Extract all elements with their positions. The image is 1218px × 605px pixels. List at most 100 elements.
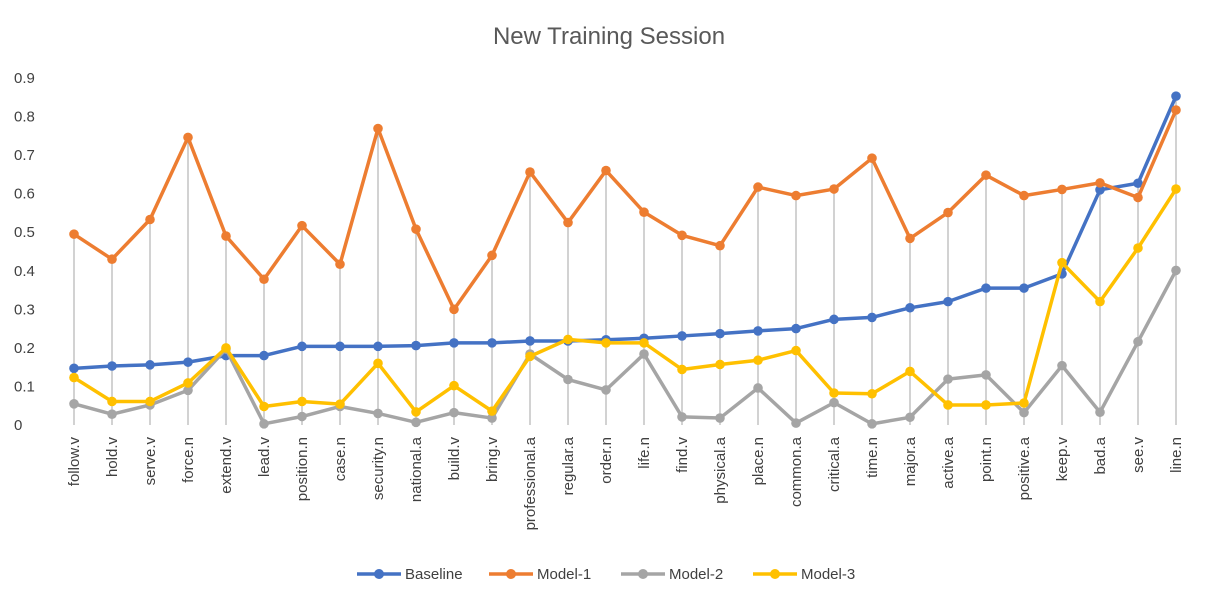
legend-label: Baseline xyxy=(405,566,463,583)
data-point xyxy=(183,385,193,396)
data-point xyxy=(297,411,307,422)
legend-item-model-1: Model-1 xyxy=(489,566,591,583)
data-point xyxy=(715,413,725,423)
x-tick-label: bring.v xyxy=(484,437,501,483)
data-point xyxy=(411,417,421,428)
data-point xyxy=(1133,336,1143,347)
x-tick-label: time.n xyxy=(864,437,881,478)
x-tick-label: case.n xyxy=(332,437,349,481)
x-tick-label: bad.a xyxy=(1092,436,1109,474)
x-tick-label: serve.v xyxy=(142,437,159,486)
chart-title: New Training Session xyxy=(493,23,725,50)
x-tick-label: see.v xyxy=(1130,437,1147,473)
legend-swatch-marker xyxy=(374,569,384,579)
data-point xyxy=(905,366,915,377)
data-point xyxy=(1019,190,1029,201)
x-tick-label: build.v xyxy=(446,437,463,481)
data-point xyxy=(981,283,991,293)
data-point xyxy=(449,304,459,315)
x-tick-label: common.a xyxy=(788,436,805,507)
data-point xyxy=(867,312,877,323)
data-point xyxy=(943,374,953,384)
data-point xyxy=(487,250,497,261)
data-point xyxy=(563,374,573,385)
y-tick-label: 0 xyxy=(14,417,22,434)
series-model-1 xyxy=(69,105,1181,315)
data-point xyxy=(829,184,839,194)
legend: Baseline Model-1 Model-2 Model-3 xyxy=(357,566,855,583)
data-point xyxy=(943,400,953,410)
data-point xyxy=(905,302,915,313)
x-tick-label: extend.v xyxy=(218,437,235,494)
data-point xyxy=(677,412,687,422)
x-tick-label: find.v xyxy=(674,437,691,473)
x-tick-label: order.n xyxy=(598,437,615,484)
data-point xyxy=(601,165,611,176)
data-point xyxy=(1171,91,1181,101)
data-point xyxy=(753,355,763,366)
x-tick-label: major.a xyxy=(902,436,919,486)
data-point xyxy=(601,338,611,348)
x-tick-label: security.n xyxy=(370,437,387,500)
data-point xyxy=(563,217,573,228)
x-tick-label: keep.v xyxy=(1054,437,1071,482)
data-point xyxy=(791,190,801,201)
data-point xyxy=(449,338,459,348)
data-point xyxy=(183,378,193,388)
legend-label: Model-1 xyxy=(537,566,591,583)
data-point xyxy=(677,230,687,241)
data-point xyxy=(145,214,155,225)
legend-swatch-marker xyxy=(506,569,516,579)
data-point xyxy=(297,341,307,352)
data-point xyxy=(449,380,459,391)
data-point xyxy=(791,323,801,334)
series-line xyxy=(73,269,1178,426)
x-tick-label: point.n xyxy=(978,437,995,482)
x-tick-label: physical.a xyxy=(712,436,729,503)
drop-lines xyxy=(73,96,1177,425)
series-model-3 xyxy=(69,184,1181,417)
data-point xyxy=(411,224,421,234)
data-point xyxy=(69,398,79,409)
data-point xyxy=(601,385,611,395)
x-tick-label: critical.a xyxy=(826,436,843,492)
x-tick-label: line.n xyxy=(1168,437,1185,473)
data-point xyxy=(639,338,649,348)
data-point xyxy=(107,254,117,265)
data-point xyxy=(259,401,269,412)
x-tick-label: regular.a xyxy=(560,436,577,495)
data-point xyxy=(1133,192,1143,203)
data-point xyxy=(1133,243,1143,253)
legend-swatch-marker xyxy=(770,569,780,579)
data-point xyxy=(753,326,763,336)
data-point xyxy=(335,259,345,270)
x-tick-label: place.n xyxy=(750,437,767,485)
data-point xyxy=(449,407,459,418)
data-point xyxy=(1057,360,1067,371)
data-point xyxy=(677,364,687,375)
data-point xyxy=(411,340,421,351)
x-tick-label: lead.v xyxy=(256,437,273,478)
data-point xyxy=(373,123,383,134)
data-point xyxy=(259,350,269,361)
data-point xyxy=(335,341,345,352)
x-tick-label: national.a xyxy=(408,436,425,502)
data-point xyxy=(639,207,649,217)
y-tick-label: 0.7 xyxy=(14,147,35,164)
data-point xyxy=(1057,184,1067,195)
y-tick-label: 0.5 xyxy=(14,224,35,241)
data-point xyxy=(867,419,877,429)
y-tick-label: 0.4 xyxy=(14,263,35,280)
data-point xyxy=(715,359,725,370)
data-point xyxy=(297,396,307,407)
y-tick-label: 0.3 xyxy=(14,301,35,318)
data-point xyxy=(943,296,953,307)
data-point xyxy=(69,229,79,239)
data-point xyxy=(867,153,877,163)
data-point xyxy=(829,314,839,325)
y-tick-label: 0.6 xyxy=(14,186,35,203)
data-point xyxy=(1095,296,1105,307)
data-point xyxy=(1019,407,1029,418)
data-point xyxy=(297,220,307,231)
